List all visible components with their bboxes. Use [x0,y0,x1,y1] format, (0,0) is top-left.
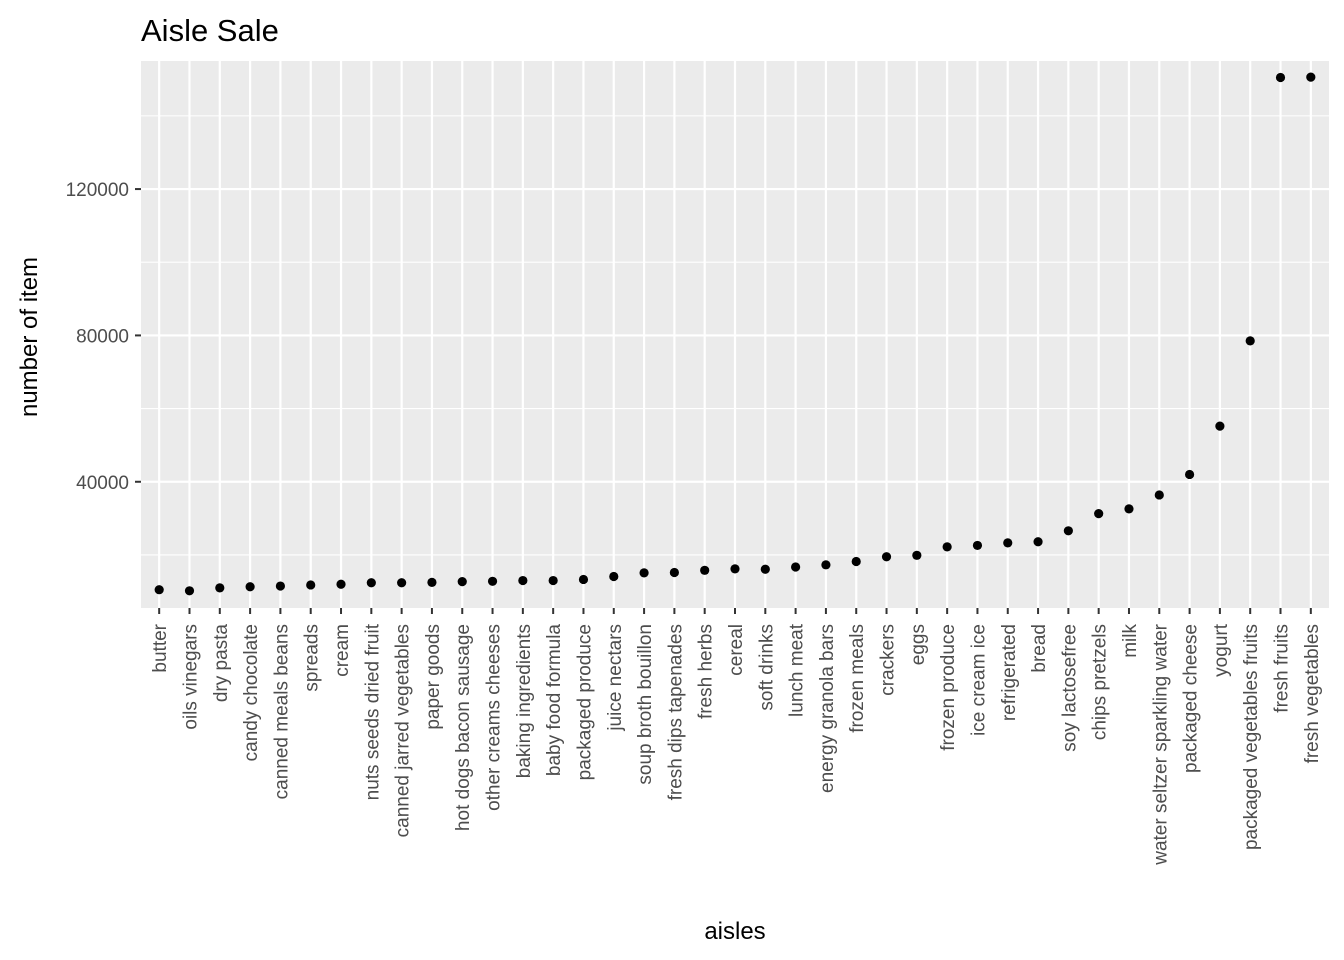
chart-title: Aisle Sale [141,13,279,48]
x-tick-label: fresh dips tapenades [665,624,686,800]
x-tick-label: paper goods [423,624,444,730]
data-point [791,562,801,572]
x-tick-label: frozen meals [847,624,868,733]
x-tick-label: water seltzer sparkling water [1150,623,1171,865]
data-point [912,550,922,560]
x-tick-label: fresh vegetables [1302,624,1323,763]
x-axis-title: aisles [704,918,765,945]
x-tick-label: yogurt [1211,623,1232,677]
data-point [1306,72,1316,82]
x-tick-label: hot dogs bacon sausage [453,624,474,831]
data-point [700,565,710,575]
x-tick-label: baking ingredients [514,624,535,778]
x-tick-label: soup broth bouillon [635,624,656,785]
data-point [1154,490,1164,500]
data-point [1245,336,1255,346]
x-tick-label: fresh herbs [696,624,717,719]
data-point [245,582,255,592]
data-point [366,578,376,588]
y-tick-label: 40000 [76,473,129,494]
data-point [457,577,467,587]
x-tick-label: candy chocolate [241,624,262,761]
x-tick-label: packaged vegetables fruits [1241,624,1262,850]
x-tick-label: cream [332,624,353,677]
data-point [487,576,498,586]
x-tick-label: canned meals beans [271,624,292,799]
x-tick-label: bread [1029,624,1050,673]
data-point [639,568,649,578]
data-point [397,578,407,588]
y-tick-label: 120000 [66,180,129,201]
data-point [821,560,831,570]
data-point [669,567,679,578]
x-tick-label: nuts seeds dried fruit [362,623,383,800]
data-point [1215,421,1225,431]
x-tick-label: other creams cheeses [484,624,505,811]
data-point [760,564,770,574]
data-points [154,72,1316,596]
x-tick-label: crackers [878,624,899,696]
x-tick-label: canned jarred vegetables [393,624,414,837]
data-point [881,552,892,562]
data-point [972,540,983,551]
x-tick-label: energy granola bars [817,624,838,793]
x-tick-label: oils vinegars [180,624,201,730]
y-tick-label: 80000 [76,326,129,347]
x-tick-label: lunch meat [787,623,808,717]
x-tick-label: packaged produce [574,624,595,780]
data-point [1275,72,1286,83]
x-tick-label: soft drinks [756,624,777,711]
x-tick-label: fresh fruits [1272,624,1293,713]
x-tick-label: frozen produce [938,624,959,751]
data-point [1003,538,1013,548]
x-tick-label: spreads [302,624,323,692]
x-axis-ticks: butter oils vinegars dry pasta candy chocol… [150,608,1323,866]
x-tick-label: ice cream ice [968,624,989,736]
grid-lines [141,61,1329,608]
data-point [578,574,589,585]
data-point [730,564,740,574]
data-point [184,586,195,596]
data-point [548,575,558,586]
x-tick-label: cereal [726,624,747,676]
x-tick-label: refrigerated [999,624,1020,721]
y-axis-ticks: 40000 80000 120000 [66,180,141,494]
x-tick-label: soy lactosefree [1059,624,1080,752]
data-point [851,556,861,567]
data-point [1124,504,1134,514]
x-tick-label: packaged cheese [1181,624,1202,773]
x-tick-label: juice nectars [605,624,626,732]
data-point [427,577,437,587]
data-point [336,579,346,589]
x-tick-label: milk [1120,624,1141,658]
data-point [1033,537,1043,547]
x-tick-label: butter [150,623,171,672]
data-point [1184,469,1195,480]
data-point [609,571,619,582]
data-point [1094,509,1104,519]
x-tick-label: baby food formula [544,624,565,777]
data-point [306,580,316,590]
data-point [275,581,286,591]
data-point [1063,526,1073,536]
data-point [518,575,528,586]
data-point [942,542,952,552]
y-axis-title: number of item [16,257,43,417]
x-tick-label: chips pretzels [1090,624,1111,740]
x-tick-label: eggs [908,624,929,665]
x-tick-label: dry pasta [211,624,232,703]
data-point [154,585,164,595]
data-point [215,583,225,593]
